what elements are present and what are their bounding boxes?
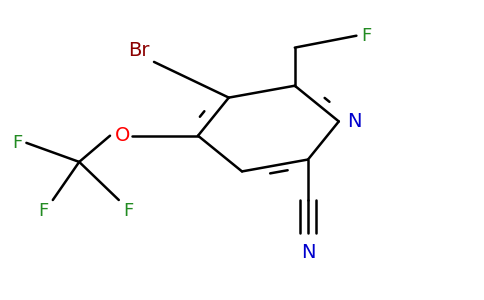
Text: F: F	[12, 134, 22, 152]
Text: Br: Br	[128, 40, 150, 59]
Text: O: O	[114, 126, 130, 145]
Text: N: N	[301, 243, 315, 262]
Text: N: N	[348, 112, 362, 131]
Text: F: F	[361, 27, 371, 45]
Text: F: F	[123, 202, 134, 220]
Text: F: F	[38, 202, 48, 220]
